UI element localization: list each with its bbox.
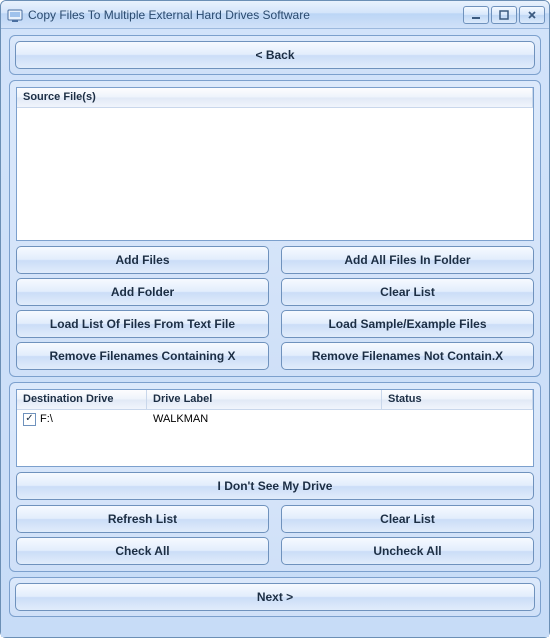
source-files-list[interactable]: Source File(s) — [16, 87, 534, 241]
drive-cell-dest: ✓ F:\ — [17, 413, 147, 426]
remove-not-containing-button[interactable]: Remove Filenames Not Contain.X — [281, 342, 534, 370]
client-area: < Back Source File(s) Add Files Add All … — [1, 29, 549, 637]
next-panel: Next > — [9, 577, 541, 617]
titlebar: Copy Files To Multiple External Hard Dri… — [1, 1, 549, 29]
drives-panel: Destination Drive Drive Label Status ✓ F:… — [9, 382, 541, 572]
minimize-button[interactable] — [463, 6, 489, 24]
load-sample-button[interactable]: Load Sample/Example Files — [281, 310, 534, 338]
drives-col-status[interactable]: Status — [382, 390, 533, 409]
add-folder-button[interactable]: Add Folder — [16, 278, 269, 306]
source-panel: Source File(s) Add Files Add All Files I… — [9, 80, 541, 377]
maximize-button[interactable] — [491, 6, 517, 24]
dont-see-drive-button[interactable]: I Don't See My Drive — [16, 472, 534, 500]
add-files-button[interactable]: Add Files — [16, 246, 269, 274]
drives-col-label[interactable]: Drive Label — [147, 390, 382, 409]
load-list-from-text-button[interactable]: Load List Of Files From Text File — [16, 310, 269, 338]
drive-cell-label: WALKMAN — [147, 413, 382, 425]
back-button[interactable]: < Back — [15, 41, 535, 69]
clear-drives-list-button[interactable]: Clear List — [281, 505, 534, 533]
back-panel: < Back — [9, 35, 541, 75]
app-icon — [7, 7, 23, 23]
refresh-list-button[interactable]: Refresh List — [16, 505, 269, 533]
window-title: Copy Files To Multiple External Hard Dri… — [28, 8, 461, 22]
drive-path: F:\ — [40, 413, 53, 425]
close-button[interactable] — [519, 6, 545, 24]
check-all-button[interactable]: Check All — [16, 537, 269, 565]
app-window: Copy Files To Multiple External Hard Dri… — [0, 0, 550, 638]
uncheck-all-button[interactable]: Uncheck All — [281, 537, 534, 565]
drives-list-body[interactable]: ✓ F:\ WALKMAN — [17, 410, 533, 466]
drive-checkbox[interactable]: ✓ — [23, 413, 36, 426]
source-list-header: Source File(s) — [17, 88, 533, 108]
drives-list[interactable]: Destination Drive Drive Label Status ✓ F:… — [16, 389, 534, 467]
next-button[interactable]: Next > — [15, 583, 535, 611]
drives-col-dest[interactable]: Destination Drive — [17, 390, 147, 409]
source-list-body[interactable] — [17, 108, 533, 240]
remove-containing-button[interactable]: Remove Filenames Containing X — [16, 342, 269, 370]
source-header-col[interactable]: Source File(s) — [17, 88, 533, 107]
drive-row[interactable]: ✓ F:\ WALKMAN — [17, 410, 533, 428]
source-buttons-grid: Add Files Add All Files In Folder Add Fo… — [16, 246, 534, 370]
drives-list-header: Destination Drive Drive Label Status — [17, 390, 533, 410]
drive-buttons-grid: Refresh List Clear List Check All Unchec… — [16, 505, 534, 565]
add-all-files-in-folder-button[interactable]: Add All Files In Folder — [281, 246, 534, 274]
clear-source-list-button[interactable]: Clear List — [281, 278, 534, 306]
